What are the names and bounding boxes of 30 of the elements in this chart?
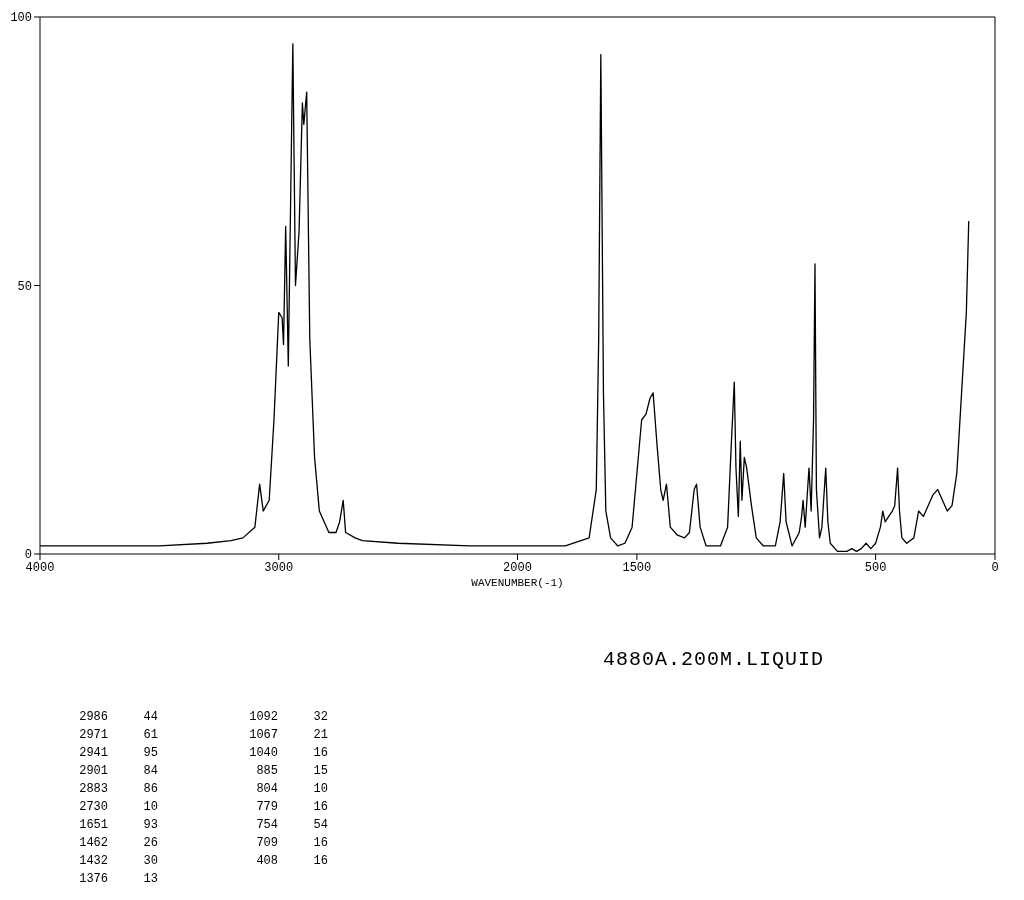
y-tick-label: 50 [17,279,32,294]
text: 1040 16 [249,746,328,760]
y-tick-label: 100 [10,11,32,26]
text: 779 16 [256,800,328,814]
x-tick-label: 500 [864,560,887,575]
text: 2971 61 [79,728,158,742]
text: 2883 86 [79,782,158,796]
text: 4880A.200M.LIQUID [603,648,825,671]
text: 1067 21 [249,728,328,742]
text: 1462 26 [79,836,158,850]
text: 1432 30 [79,854,158,868]
x-tick-label: 0 [991,560,999,575]
text: 2941 95 [79,746,158,760]
text: 408 16 [256,854,328,868]
text: 2986 44 [79,710,158,724]
text: 754 54 [256,818,328,832]
text: 1376 13 [79,872,158,886]
text: 2901 84 [79,764,158,778]
text: 885 15 [256,764,328,778]
x-tick-label: 1500 [622,560,652,575]
x-axis-title: WAVENUMBER(-1) [471,577,564,589]
text: 1651 93 [79,818,158,832]
y-tick-label: 0 [24,548,32,563]
x-tick-label: 2000 [503,560,532,575]
text: 804 10 [256,782,328,796]
x-tick-label: 4000 [25,560,55,575]
x-tick-label: 3000 [264,560,294,575]
text: 1092 32 [249,710,328,724]
text: 2730 10 [79,800,158,814]
text: 709 16 [256,836,328,850]
